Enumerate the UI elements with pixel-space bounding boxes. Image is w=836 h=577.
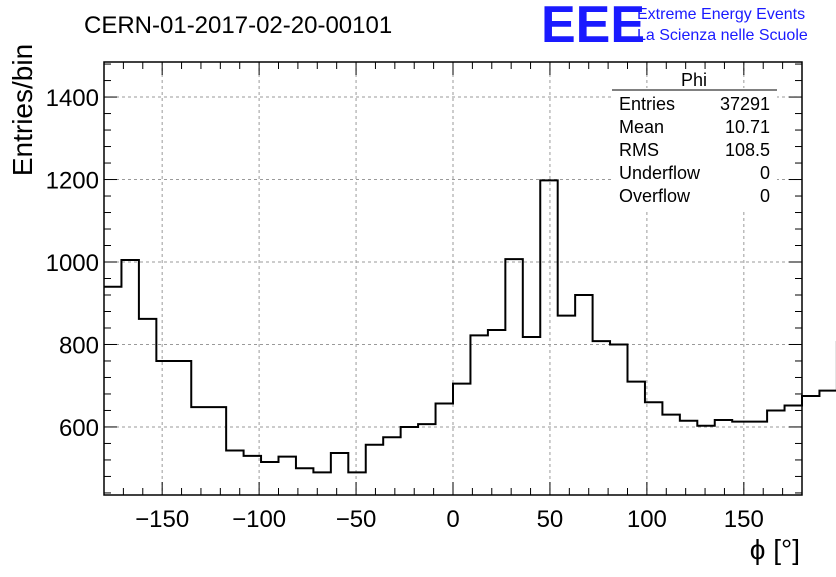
x-axis-title: ϕ [°] — [750, 534, 800, 565]
y-axis-title: Entries/bin — [7, 44, 38, 176]
stats-label: Entries — [619, 94, 675, 114]
y-tick-label: 1200 — [46, 168, 99, 195]
stats-value: 37291 — [720, 94, 770, 114]
chart-title: CERN-01-2017-02-20-00101 — [84, 12, 392, 39]
stats-value: 0 — [760, 163, 770, 183]
x-tick-label: −150 — [135, 506, 189, 533]
histogram — [104, 179, 836, 474]
stats-value: 108.5 — [725, 140, 770, 160]
y-tick-label: 800 — [59, 332, 99, 359]
stats-background — [612, 88, 777, 210]
stats-value: 10.71 — [725, 117, 770, 137]
stats-label: Mean — [619, 117, 664, 137]
y-tick-label: 1000 — [46, 250, 99, 277]
y-tick-label: 600 — [59, 415, 99, 442]
x-tick-label: 100 — [627, 506, 667, 533]
logo: EEE Extreme Energy Events La Scienza nel… — [541, 0, 808, 54]
x-tick-label: 150 — [724, 506, 764, 533]
x-tick-label: 0 — [446, 506, 459, 533]
x-tick-label: 50 — [537, 506, 564, 533]
histogram-line — [104, 179, 836, 474]
stats-label: Underflow — [619, 163, 701, 183]
x-tick-label: −100 — [232, 506, 286, 533]
axes: −150 −100 −50 0 50 100 150 600 800 1000 1200 1400 — [46, 61, 803, 533]
stats-label: RMS — [619, 140, 659, 160]
logo-line2: La Scienza nelle Scuole — [637, 27, 808, 44]
stats-box: Phi Entries 37291 Mean 10.71 RMS 108.5 Underfl… — [612, 70, 777, 210]
stats-rows: Entries 37291 Mean 10.71 RMS 108.5 Underflow 0 O… — [619, 94, 770, 206]
logo-line1: Extreme Energy Events — [637, 6, 805, 23]
stats-value: 0 — [760, 186, 770, 206]
y-tick-label: 1400 — [46, 85, 99, 112]
logo-text: EEE — [541, 0, 645, 54]
stats-label: Overflow — [619, 186, 691, 206]
x-tick-label: −50 — [336, 506, 377, 533]
stats-title: Phi — [681, 70, 707, 90]
